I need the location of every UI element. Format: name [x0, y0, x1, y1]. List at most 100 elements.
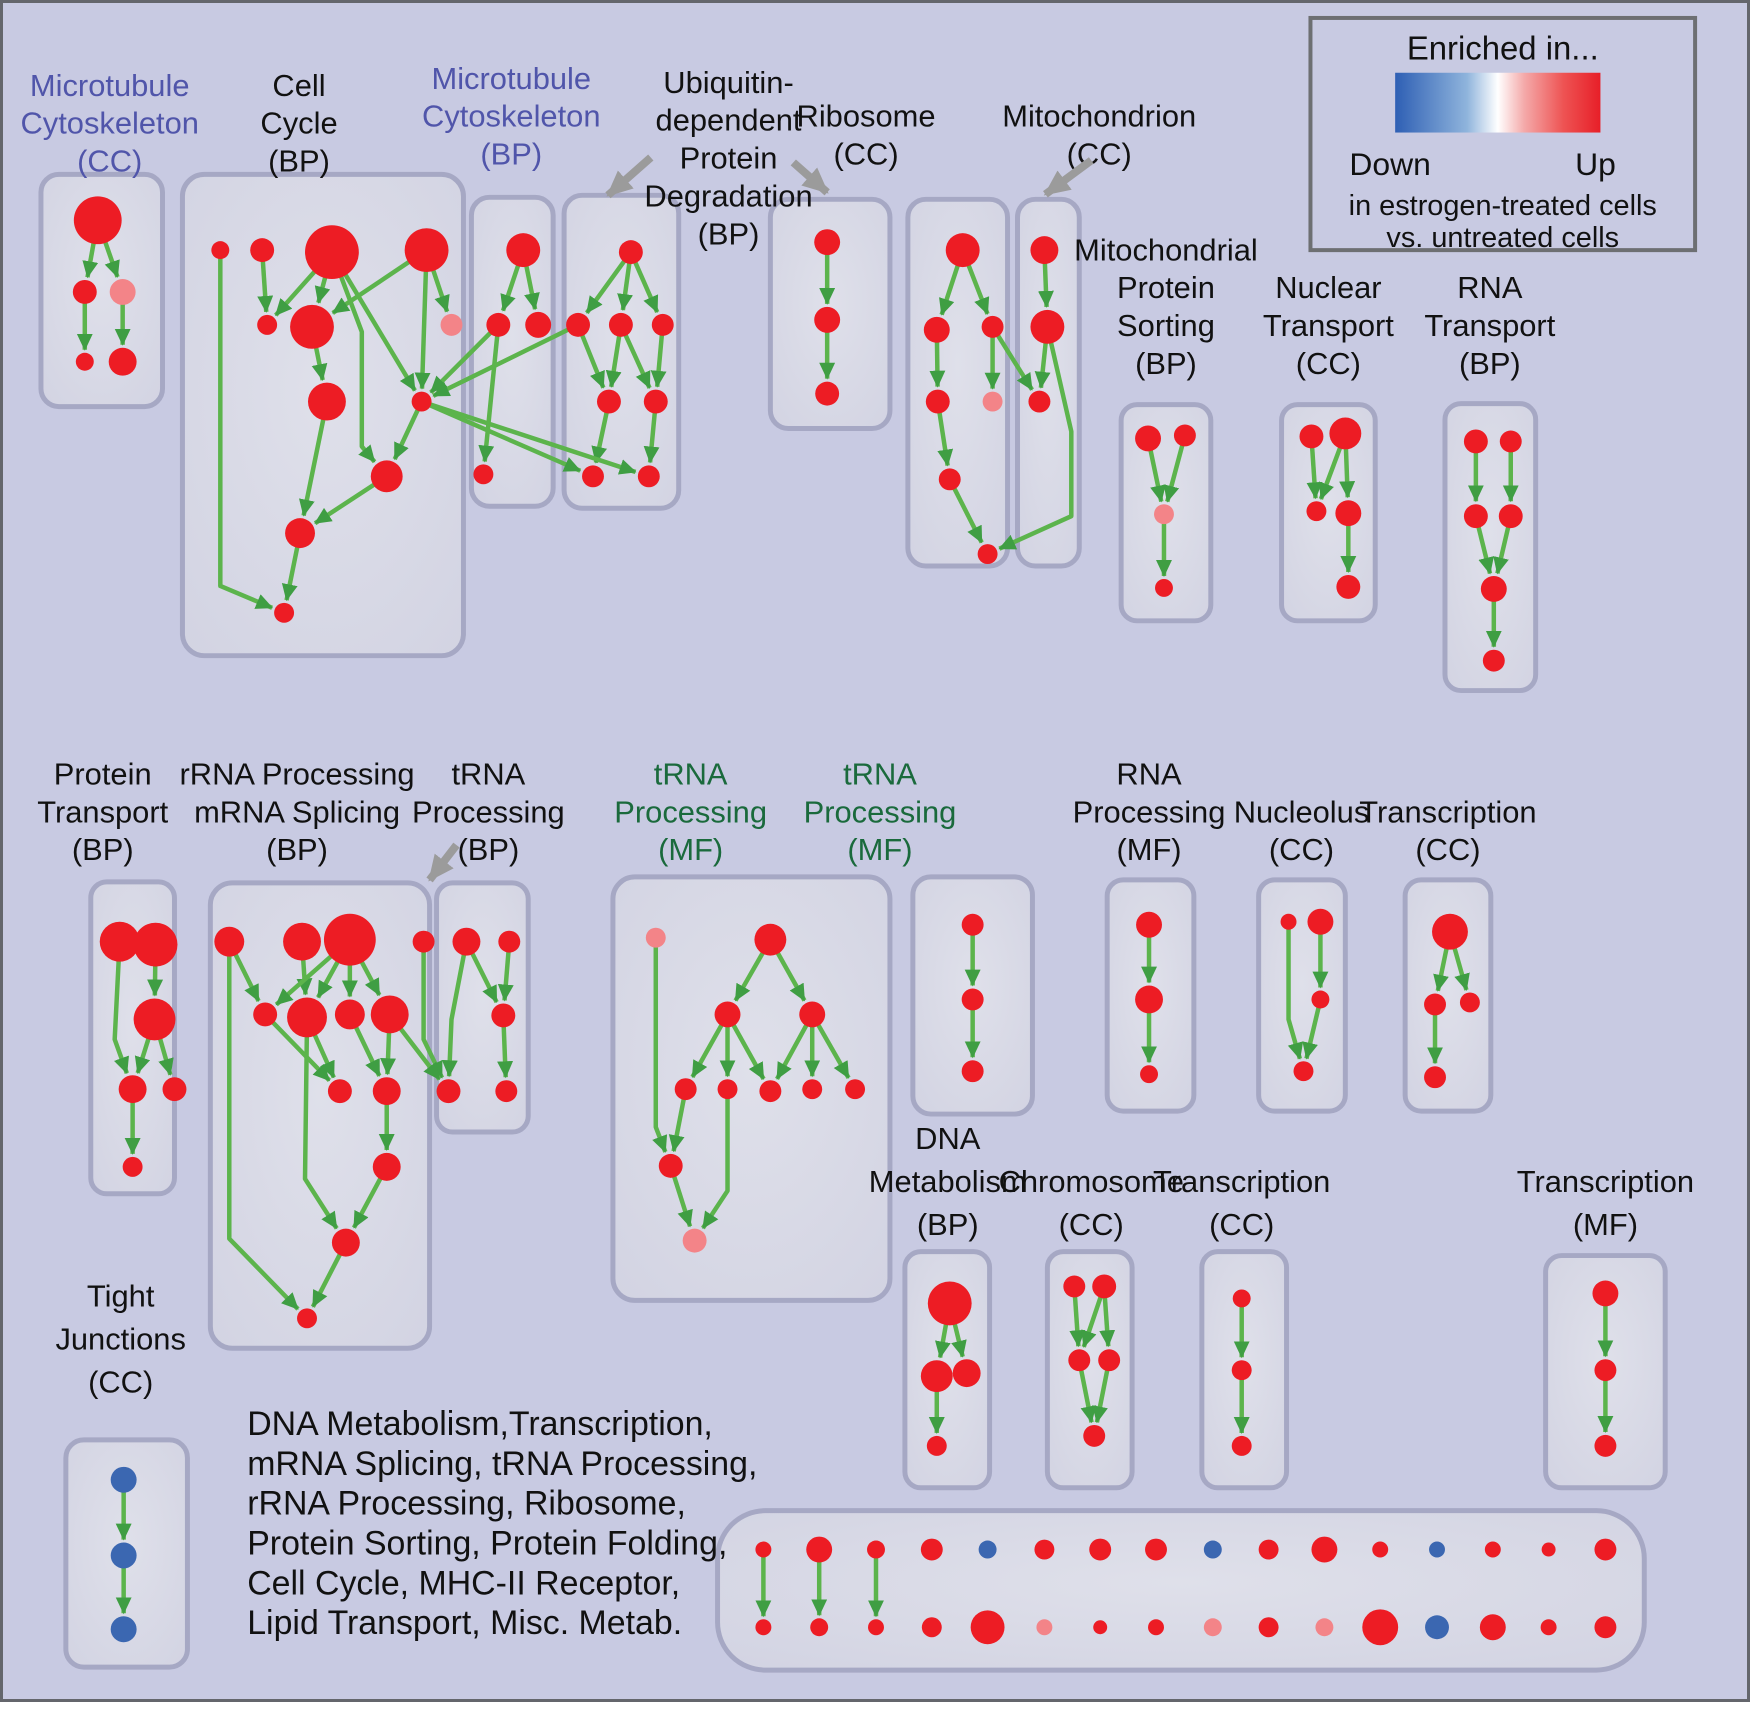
gene-node-nucleolus	[1307, 908, 1334, 935]
legend-down-label: Down	[1349, 146, 1431, 182]
cluster-label-transcription-cc-mid: (CC)	[1415, 832, 1480, 867]
cluster-label-protein-transport: Protein	[54, 756, 152, 791]
gene-node-chromosome	[1063, 1275, 1086, 1298]
gene-node-misc	[1540, 1619, 1557, 1636]
gene-node-trna-mf-a	[674, 1078, 697, 1101]
gene-node-nuclear-transport	[1299, 424, 1324, 449]
cluster-label-tight-junctions: Junctions	[55, 1321, 185, 1356]
gene-node-trna-mf-a	[754, 923, 787, 956]
cluster-label-rna-transport: RNA	[1457, 270, 1523, 305]
gene-node-misc	[1203, 1618, 1222, 1637]
gene-node-ubiquitin	[618, 240, 643, 265]
gene-node-rna-transport	[1463, 429, 1488, 454]
cluster-label-rna-transport: Transport	[1424, 308, 1555, 343]
gene-node-ubiquitin	[596, 389, 621, 414]
gene-node-trna-mf-b	[961, 913, 984, 936]
cluster-label-nuclear-transport: Transport	[1263, 308, 1394, 343]
gene-node-mitochondrion	[1028, 390, 1051, 413]
cluster-label-trna-mf-b: tRNA	[843, 756, 917, 791]
edge-cell-cycle	[281, 546, 300, 602]
cluster-label-trna-mf-a: Processing	[614, 794, 767, 829]
gene-node-misc	[1148, 1619, 1164, 1636]
gene-node-trna-bp	[495, 1080, 518, 1103]
gene-node-rna-transport	[1498, 504, 1523, 529]
cluster-label-rna-proc-mf: RNA	[1116, 756, 1182, 791]
gene-node-trna-mf-a	[682, 1228, 707, 1253]
edge-trna-mf-a	[652, 946, 668, 1153]
edge-trna-bp	[470, 952, 499, 1004]
cluster-label-transcription-cc-mid: Transcription	[1359, 794, 1536, 829]
edge-trna-mf-a	[690, 1023, 724, 1079]
cluster-label-ubiquitin: (BP)	[698, 216, 760, 251]
gene-node-ribosome	[923, 316, 950, 343]
gene-node-rrna	[331, 1228, 360, 1257]
gene-node-cell-cycle	[274, 602, 295, 623]
misc-categories-text-line: rRNA Processing, Ribosome,	[247, 1485, 686, 1523]
gene-node-mito-sorting	[1155, 578, 1173, 597]
gene-node-ribosome	[982, 391, 1003, 412]
gene-node-ribosome	[977, 544, 998, 565]
gene-node-cell-cycle	[250, 238, 275, 263]
gene-node-microtubule-cc	[72, 280, 97, 304]
cluster-label-trna-mf-a: (MF)	[658, 832, 723, 867]
edge-trna-mf-a	[731, 1023, 766, 1081]
gene-node-transcription-cc-bot	[1232, 1289, 1251, 1308]
edge-ribosome	[966, 264, 990, 315]
gene-node-misc	[920, 1538, 943, 1561]
gene-node-microtubule-bp	[473, 464, 494, 485]
gene-node-dna-metab	[952, 1359, 981, 1388]
cluster-label-rrna: mRNA Splicing	[194, 794, 400, 829]
edge-protein-transport	[134, 1037, 151, 1074]
cluster-label-transcription-mf: Transcription	[1517, 1164, 1694, 1199]
edge-mitochondrion	[1034, 342, 1051, 389]
legend-up-label: Up	[1575, 146, 1616, 182]
edge-trna-bp	[497, 1026, 514, 1079]
edge-rrna	[310, 1253, 342, 1308]
misc-categories-text-line: Protein Sorting, Protein Folding,	[247, 1524, 727, 1562]
label-pointer-arrow	[605, 154, 654, 199]
edge-trna-mf-a	[701, 1098, 730, 1230]
gene-node-rrna	[372, 1152, 401, 1181]
edge-rrna	[227, 955, 300, 1311]
cluster-label-rna-proc-mf: (MF)	[1116, 832, 1181, 867]
gene-node-mito-sorting	[1154, 504, 1174, 525]
edge-trna-bp	[441, 954, 467, 1078]
cluster-box-ribosome	[905, 196, 1011, 569]
gene-node-dna-metab	[926, 1435, 947, 1456]
edge-cell-cycle	[314, 276, 331, 304]
gene-node-misc	[921, 1617, 942, 1638]
cluster-label-transcription-mf: (MF)	[1573, 1207, 1638, 1242]
gene-node-microtubule-cc	[75, 352, 94, 371]
gene-node-cell-cycle	[404, 228, 449, 273]
cluster-label-protein-transport: (BP)	[72, 832, 134, 867]
edge-trna-mf-a	[671, 1175, 693, 1228]
cluster-label-rna-proc-mf: Processing	[1073, 794, 1226, 829]
gene-node-transcription-cc-bot	[1231, 1435, 1252, 1456]
cluster-label-microtubule-bp: Microtubule	[431, 61, 591, 96]
gene-node-chromosome	[1068, 1349, 1091, 1372]
gene-node-ribosome	[925, 389, 950, 414]
gene-node-transcription-cc-mid	[1459, 992, 1480, 1013]
edge-rrna	[271, 1020, 332, 1083]
gene-node-cell-cycle	[211, 241, 230, 260]
misc-categories-text-line: mRNA Splicing, tRNA Processing,	[247, 1445, 757, 1483]
edge-rrna	[302, 1036, 339, 1230]
gene-node-misc	[1479, 1614, 1506, 1641]
gene-node-misc	[970, 1610, 1005, 1645]
gene-node-microtubule-cc	[73, 196, 122, 245]
edge-ubiquitin	[585, 259, 627, 315]
gene-node-nucleolus	[1311, 990, 1330, 1009]
edge-microtubule-bp	[500, 264, 521, 312]
cluster-label-tight-junctions: Tight	[87, 1279, 155, 1314]
cluster-label-cell-cycle: Cell	[272, 68, 325, 103]
gene-node-misc	[978, 1540, 997, 1559]
gene-node-rrna	[253, 1002, 278, 1027]
edge-ubiquitin	[591, 411, 609, 464]
gene-node-transcription-mf	[1592, 1280, 1619, 1307]
gene-node-trna-mf-a	[714, 1001, 741, 1028]
cluster-label-transcription-cc-bot: Transcription	[1153, 1164, 1330, 1199]
gene-node-microtubule-bp	[506, 233, 541, 268]
misc-categories-text-line: Cell Cycle, MHC-II Receptor,	[247, 1564, 680, 1602]
edge-cell-cycle	[414, 270, 431, 390]
gene-node-rrna	[334, 999, 365, 1030]
